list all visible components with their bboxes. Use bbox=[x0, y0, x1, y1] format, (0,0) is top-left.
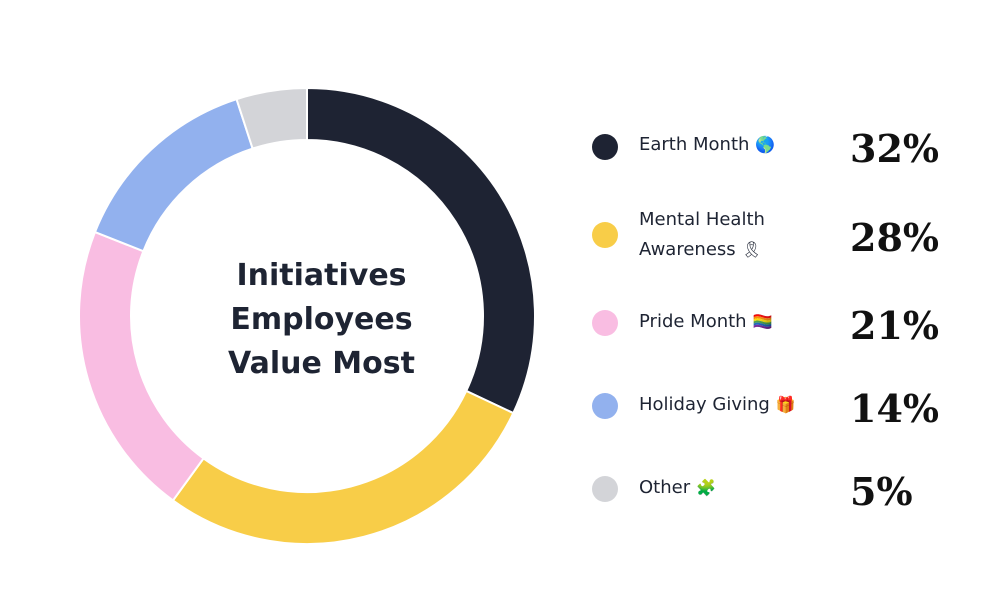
legend-item-pride-month: Pride Month 🏳️‍🌈 21% bbox=[592, 294, 972, 354]
puzzle-icon: 🧩 bbox=[696, 478, 717, 497]
legend-label-text: Pride Month bbox=[639, 311, 747, 332]
chart-title-line-1: Initiatives bbox=[236, 258, 407, 293]
legend-dot bbox=[592, 393, 618, 419]
legend-label-text-line-2: Awareness bbox=[639, 239, 736, 260]
legend-item-mental-health-awareness: Mental Health Awareness 🎗 28% bbox=[592, 204, 972, 264]
slice-holiday-giving bbox=[93, 97, 254, 253]
rainbow-flag-icon: 🏳️‍🌈 bbox=[752, 312, 773, 331]
legend-value: 28% bbox=[850, 215, 939, 260]
slice-mental-health-awareness bbox=[171, 389, 515, 545]
legend-value: 5% bbox=[850, 469, 913, 514]
legend-dot bbox=[592, 134, 618, 160]
legend-value: 21% bbox=[850, 303, 939, 348]
slice-other bbox=[235, 86, 308, 150]
legend-item-other: Other 🧩 5% bbox=[592, 460, 972, 520]
legend-dot bbox=[592, 222, 618, 248]
legend-label-text: Earth Month bbox=[639, 134, 750, 155]
legend-dot bbox=[592, 476, 618, 502]
legend-label-text: Other bbox=[639, 477, 691, 498]
legend-value: 32% bbox=[850, 126, 939, 171]
legend-label: Holiday Giving 🎁 bbox=[639, 390, 839, 420]
legend-label: Other 🧩 bbox=[639, 473, 839, 503]
legend-label-text-line-1: Mental Health bbox=[639, 209, 765, 230]
legend-label: Mental Health Awareness 🎗 bbox=[639, 205, 839, 265]
gift-icon: 🎁 bbox=[775, 395, 796, 414]
legend-label: Earth Month 🌎 bbox=[639, 130, 839, 160]
legend-item-earth-month: Earth Month 🌎 32% bbox=[592, 117, 972, 177]
globe-icon: 🌎 bbox=[755, 135, 776, 154]
legend-label-text: Holiday Giving bbox=[639, 394, 770, 415]
legend-label: Pride Month 🏳️‍🌈 bbox=[639, 307, 839, 337]
legend-item-holiday-giving: Holiday Giving 🎁 14% bbox=[592, 377, 972, 437]
slice-pride-month bbox=[78, 230, 205, 502]
chart-card: Initiatives Employees Value Most Earth M… bbox=[14, 14, 994, 602]
chart-title-line-2: Employees bbox=[230, 302, 413, 337]
chart-title: Initiatives Employees Value Most bbox=[194, 254, 449, 386]
chart-title-line-3: Value Most bbox=[228, 346, 415, 381]
donut-chart bbox=[78, 86, 536, 545]
legend-value: 14% bbox=[850, 386, 939, 431]
ribbon-icon: 🎗 bbox=[741, 240, 762, 259]
legend-dot bbox=[592, 310, 618, 336]
